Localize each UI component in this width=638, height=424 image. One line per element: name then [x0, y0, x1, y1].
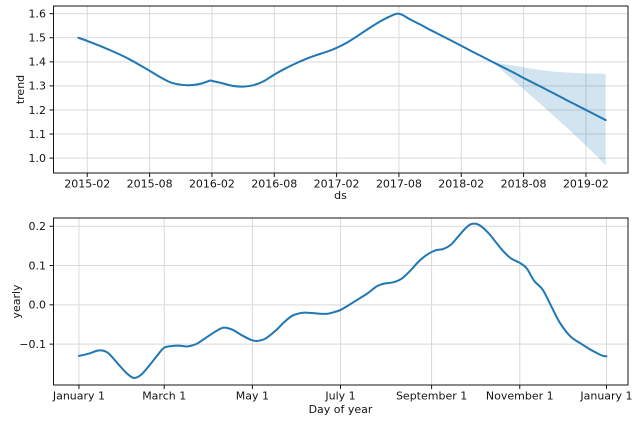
yearly-y-axis-label: yearly [10, 284, 23, 319]
y-tick-label: 1.3 [29, 80, 47, 93]
uncertainty-interval-band [492, 61, 606, 166]
y-tick-label: 1.0 [29, 152, 47, 165]
x-tick-label: July 1 [324, 390, 355, 403]
x-tick-label: 2018-02 [438, 178, 484, 191]
x-tick-label: 2019-02 [563, 178, 609, 191]
y-tick-label: 0.1 [29, 259, 47, 272]
y-tick-label: 0.2 [29, 220, 47, 233]
x-tick-label: 2016-02 [189, 178, 235, 191]
x-tick-label: 2018-08 [501, 178, 547, 191]
trend-y-axis-label: trend [14, 74, 27, 105]
trend-line [77, 12, 607, 122]
y-tick-label: −0.1 [19, 338, 46, 351]
x-tick-label: March 1 [142, 390, 186, 403]
y-tick-label: 1.4 [29, 56, 47, 69]
x-tick-label: 2016-08 [251, 178, 297, 191]
x-tick-label: January 1 [52, 390, 105, 403]
trend-chart: 2015-02 2015-08 2016-02 2016-08 2017-02 2017-… [29, 5, 629, 191]
x-tick-label: 2015-08 [127, 178, 173, 191]
yearly-x-axis-label: Day of year [308, 403, 373, 416]
x-tick-label: 2017-08 [376, 178, 422, 191]
x-tick-label: 2015-02 [64, 178, 110, 191]
yearly-line [77, 222, 608, 379]
x-tick-label: 2017-02 [314, 178, 360, 191]
y-tick-label: 1.2 [29, 104, 47, 117]
y-tick-label: 1.1 [29, 128, 47, 141]
y-tick-label: 1.5 [29, 32, 47, 45]
y-tick-label: 1.6 [29, 8, 47, 21]
axes-spines [53, 5, 629, 174]
trend-x-axis-label: ds [334, 189, 347, 202]
y-tick-label: 0.0 [29, 299, 47, 312]
x-tick-label: May 1 [236, 390, 269, 403]
x-tick-label: November 1 [486, 390, 554, 403]
x-tick-label: September 1 [396, 390, 467, 403]
x-tick-label: January 1 [579, 390, 632, 403]
yearly-chart: January 1 March 1 May 1 July 1 September 1 No… [19, 217, 633, 403]
